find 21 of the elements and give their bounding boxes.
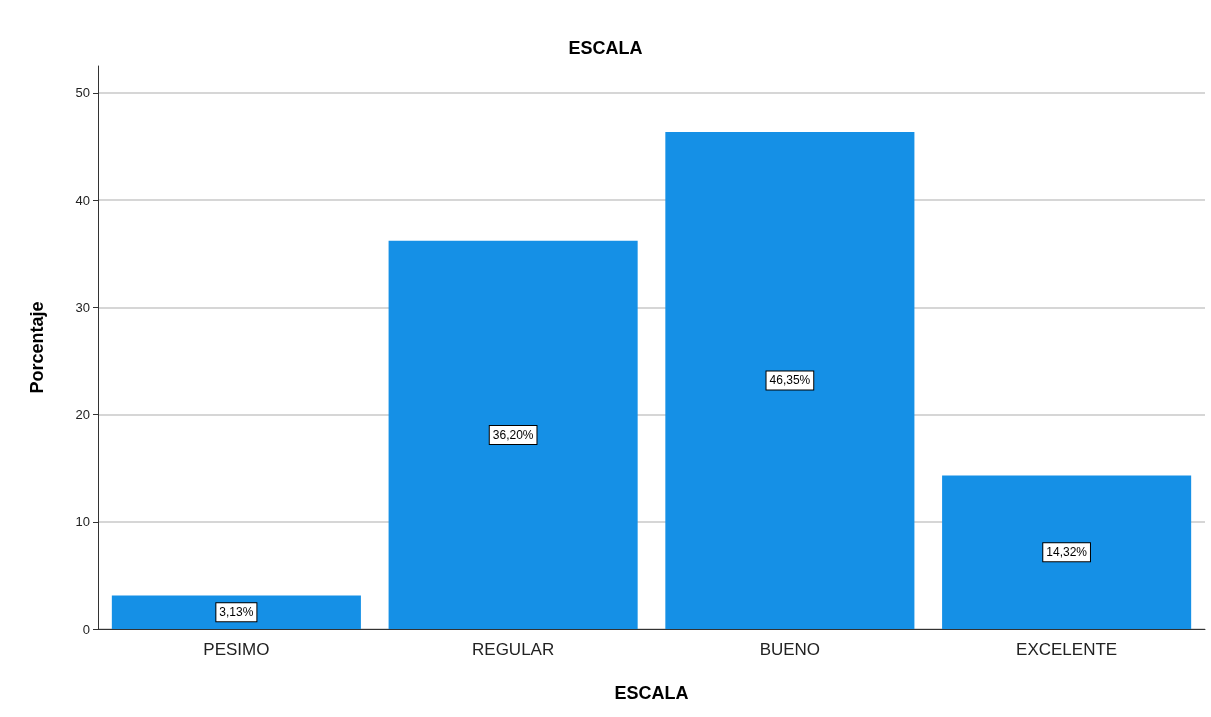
- bar: [942, 475, 1192, 629]
- x-axis-title: ESCALA: [614, 683, 689, 703]
- chart-title: ESCALA: [568, 38, 643, 58]
- x-tick-label: PESIMO: [203, 640, 270, 659]
- data-label: 3,13%: [219, 605, 254, 620]
- y-tick-label: 10: [75, 514, 90, 530]
- x-tick-label: EXCELENTE: [1016, 640, 1118, 659]
- data-label: 36,20%: [492, 427, 534, 442]
- data-label: 14,32%: [1046, 545, 1088, 560]
- x-tick-label: BUENO: [759, 640, 821, 659]
- data-label: 46,35%: [769, 373, 811, 388]
- y-tick-label: 40: [75, 192, 90, 208]
- y-tick-label: 20: [75, 407, 90, 423]
- y-tick-label: 50: [75, 85, 90, 101]
- bar: [388, 240, 638, 629]
- bar: [665, 131, 915, 629]
- bar: [111, 595, 361, 629]
- y-tick-label: 30: [75, 299, 90, 315]
- y-tick-label: 0: [82, 621, 90, 637]
- x-tick-label: REGULAR: [472, 640, 555, 659]
- y-axis-title: Porcentaje: [27, 301, 47, 394]
